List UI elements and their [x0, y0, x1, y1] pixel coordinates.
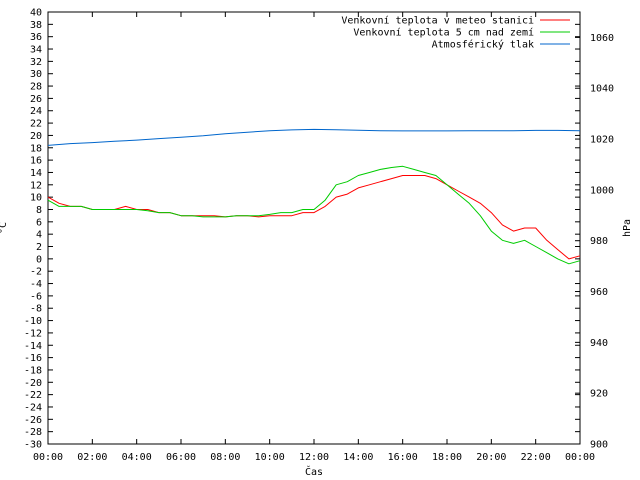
y-tick-label: 28 — [30, 82, 42, 93]
x-tick-label: 00:00 — [33, 452, 63, 463]
y-tick-label: 20 — [30, 131, 42, 142]
y-tick-label: -30 — [24, 440, 42, 451]
y-tick-label: 38 — [30, 20, 42, 31]
y2-tick-label: 980 — [590, 236, 608, 247]
y-tick-label: -6 — [30, 291, 42, 302]
y-tick-label: 2 — [36, 242, 42, 253]
y2-tick-label: 1000 — [590, 185, 614, 196]
y2-tick-label: 960 — [590, 287, 608, 298]
y-tick-label: 26 — [30, 94, 42, 105]
y-tick-label: 4 — [36, 230, 42, 241]
y-tick-label: 18 — [30, 143, 42, 154]
y-tick-label: -24 — [24, 402, 42, 413]
y2-tick-label: 1020 — [590, 135, 614, 146]
x-tick-label: 12:00 — [299, 452, 329, 463]
x-tick-label: 08:00 — [210, 452, 240, 463]
y-tick-label: 30 — [30, 69, 42, 80]
y-tick-label: 12 — [30, 180, 42, 191]
y-axis-label: °C — [0, 222, 9, 234]
x-axis-label: Čas — [305, 465, 323, 478]
x-tick-label: 14:00 — [343, 452, 373, 463]
y-tick-label: 10 — [30, 193, 42, 204]
legend-label-2: Venkovní teplota 5 cm nad zemí — [353, 27, 534, 39]
y-tick-label: 0 — [36, 254, 42, 265]
x-tick-label: 06:00 — [166, 452, 196, 463]
legend-label-1: Venkovní teplota v meteo stanici — [341, 15, 534, 27]
x-tick-label: 10:00 — [255, 452, 285, 463]
x-tick-label: 02:00 — [77, 452, 107, 463]
y-tick-label: -2 — [30, 267, 42, 278]
series-line-3 — [47, 128, 581, 146]
series-line-2 — [47, 165, 581, 265]
y2-tick-label: 1040 — [590, 84, 614, 95]
y-tick-label: 32 — [30, 57, 42, 68]
y-tick-label: 22 — [30, 119, 42, 130]
left-axis: 4038363432302826242220181614121086420-2-… — [24, 8, 580, 451]
y-tick-label: -22 — [24, 390, 42, 401]
y-tick-label: -16 — [24, 353, 42, 364]
y-tick-label: -4 — [30, 279, 42, 290]
y-tick-label: 6 — [36, 217, 42, 228]
x-axis: 00:00 02:00 04:00 06:00 08:00 10:00 12:00 14:00… — [33, 12, 595, 463]
right-axis: 1060 1040 1020 1000 980 960 940 920 900 — [575, 33, 614, 451]
plot-frame — [47, 11, 581, 445]
y2-tick-label: 920 — [590, 389, 608, 400]
y-tick-label: -20 — [24, 378, 42, 389]
y-tick-label: 24 — [30, 106, 42, 117]
y-tick-label: -14 — [24, 341, 42, 352]
y-tick-label: 34 — [30, 45, 42, 56]
x-tick-label: 00:00 — [565, 452, 595, 463]
legend-label-3: Atmosférický tlak — [432, 39, 534, 51]
series-group — [47, 128, 581, 265]
y-tick-label: -8 — [30, 304, 42, 315]
x-tick-label: 22:00 — [521, 452, 551, 463]
x-tick-label: 16:00 — [388, 452, 418, 463]
y2-tick-label: 1060 — [590, 33, 614, 44]
y2-tick-label: 940 — [590, 338, 608, 349]
x-tick-label: 04:00 — [122, 452, 152, 463]
y-tick-label: 40 — [30, 8, 42, 19]
series-line-1 — [47, 175, 581, 260]
y-tick-label: 36 — [30, 32, 42, 43]
y-tick-label: 16 — [30, 156, 42, 167]
y-tick-label: -26 — [24, 415, 42, 426]
y-tick-label: -10 — [24, 316, 42, 327]
legend: Venkovní teplota v meteo staniciVenkovní… — [341, 15, 570, 51]
y2-axis-label: hPa — [622, 219, 633, 237]
y-tick-label: -18 — [24, 365, 42, 376]
y2-tick-label: 900 — [590, 440, 608, 451]
y-tick-label: -28 — [24, 427, 42, 438]
y-tick-label: -12 — [24, 328, 42, 339]
x-tick-label: 20:00 — [476, 452, 506, 463]
y-tick-label: 8 — [36, 205, 42, 216]
x-tick-label: 18:00 — [432, 452, 462, 463]
y-tick-label: 14 — [30, 168, 42, 179]
